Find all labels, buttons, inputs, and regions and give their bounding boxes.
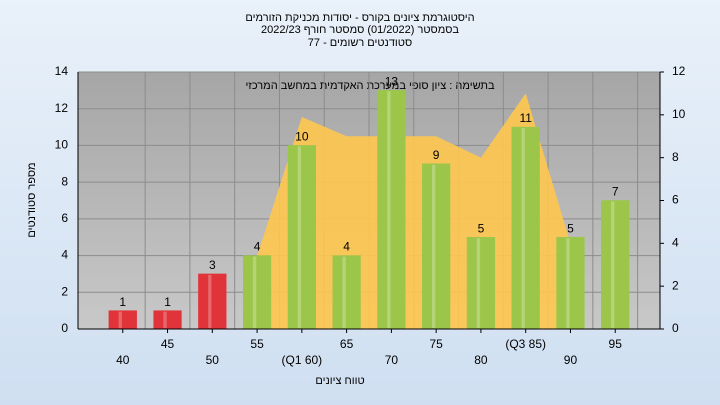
value-label: 1 (119, 295, 126, 309)
x-tick-label: (Q1 60) (282, 353, 323, 367)
x-tick-label: 40 (116, 353, 130, 367)
value-label: 4 (343, 240, 350, 254)
x-tick-label: 95 (609, 337, 623, 351)
y-tick-label: 2 (61, 284, 68, 298)
x-tick-label: 80 (474, 353, 488, 367)
x-tick-label: (Q3 85) (505, 337, 546, 351)
value-label: 3 (209, 258, 216, 272)
y2-tick-label: 6 (672, 193, 679, 207)
value-label: 9 (433, 148, 440, 162)
y-tick-label: 10 (55, 138, 69, 152)
y-tick-label: 4 (61, 248, 68, 262)
value-label: 13 (385, 75, 399, 89)
bar (377, 90, 406, 330)
y2-tick-label: 12 (672, 64, 686, 78)
value-label: 4 (254, 240, 261, 254)
bar-shine (252, 256, 257, 328)
y-tick-label: 8 (61, 174, 68, 188)
y-tick-label: 14 (55, 64, 69, 78)
title-line: היסטוגרמת ציונים בקורס - יסודות מכניקת ה… (245, 12, 474, 24)
bar (511, 126, 540, 330)
x-axis-label: טווח ציונים (315, 375, 364, 387)
y2-tick-label: 10 (672, 107, 686, 121)
bar-shine (476, 238, 481, 328)
bar (332, 255, 361, 330)
bar-shine (118, 311, 122, 328)
bar-shine (387, 91, 391, 328)
bar (422, 163, 451, 330)
value-label: 5 (478, 221, 485, 235)
value-label: 1 (164, 295, 171, 309)
x-tick-label: 45 (161, 337, 175, 351)
y2-tick-label: 0 (672, 321, 679, 335)
bar (242, 255, 272, 330)
bar-shine (521, 128, 525, 328)
bar-shine (297, 146, 302, 328)
bar-shine (163, 311, 167, 328)
value-label: 5 (567, 221, 574, 235)
y-tick-label: 0 (61, 321, 68, 335)
y-tick-label: 6 (61, 211, 68, 225)
y2-tick-label: 4 (672, 236, 679, 250)
x-tick-label: 90 (564, 353, 578, 367)
title-line: בסמסטר (01/2022) סמסטר חורף 2022/23 (261, 24, 459, 36)
value-label: 10 (295, 130, 309, 144)
value-label: 11 (519, 111, 532, 125)
bar (198, 273, 227, 330)
bar-shine (611, 201, 615, 328)
x-tick-label: 55 (250, 337, 264, 351)
bar (601, 200, 630, 330)
y-tick-label: 12 (55, 101, 69, 115)
annotation: בתשימה : ציון סופי במערכת האקדמית במחשב … (245, 80, 495, 92)
bar-shine (342, 256, 346, 328)
x-tick-label: 70 (385, 353, 399, 367)
y-axis-label: מספר סטודנטים (26, 162, 38, 237)
x-tick-label: 75 (429, 337, 443, 351)
bar-shine (208, 274, 212, 328)
title-line: סטודנטים רשומים - 77 (308, 37, 412, 49)
x-tick-label: 65 (340, 337, 354, 351)
bar-shine (431, 164, 436, 328)
bar (466, 236, 496, 330)
x-tick-label: 50 (206, 353, 220, 367)
value-label: 7 (612, 185, 619, 199)
bar (556, 236, 585, 330)
y2-tick-label: 2 (672, 278, 679, 292)
bar (108, 310, 137, 330)
bar-shine (566, 238, 570, 328)
y2-tick-label: 8 (672, 150, 679, 164)
bar (153, 310, 182, 330)
bar (287, 145, 316, 330)
